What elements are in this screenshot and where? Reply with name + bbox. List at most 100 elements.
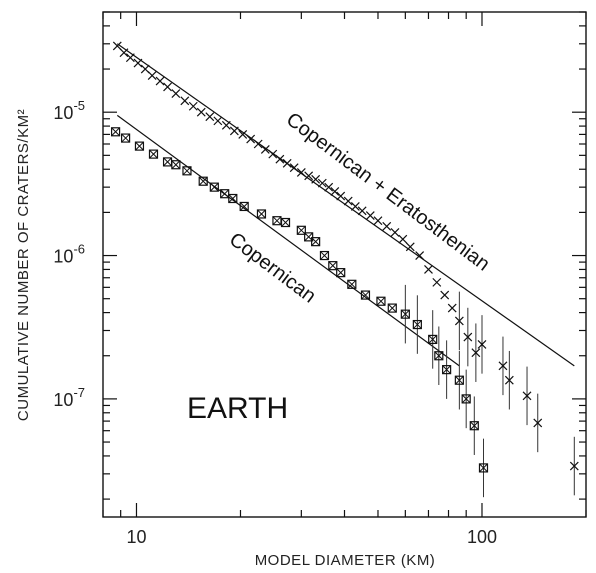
data-point-boxed bbox=[220, 189, 230, 199]
y-axis-title: CUMULATIVE NUMBER OF CRATERS/KM² bbox=[15, 109, 32, 421]
data-point-boxed bbox=[319, 250, 330, 261]
data-point-boxed bbox=[110, 127, 121, 137]
plot-frame bbox=[102, 11, 587, 518]
data-point-x bbox=[275, 154, 285, 164]
data-point-x bbox=[569, 461, 579, 471]
data-point-x bbox=[282, 158, 292, 168]
data-points bbox=[110, 41, 579, 498]
fit-line bbox=[116, 43, 575, 367]
data-point-x bbox=[336, 191, 346, 201]
data-point-x bbox=[119, 48, 129, 58]
data-point-x bbox=[304, 171, 314, 181]
data-point-x bbox=[343, 196, 353, 206]
data-point-x bbox=[454, 316, 464, 326]
data-point-x bbox=[155, 76, 165, 86]
data-point-x bbox=[238, 129, 248, 139]
data-point-x bbox=[350, 202, 360, 211]
data-point-x bbox=[330, 187, 340, 196]
data-point-boxed bbox=[336, 268, 346, 278]
data-point-x bbox=[522, 391, 532, 401]
data-point-boxed bbox=[454, 375, 464, 385]
data-point-boxed bbox=[469, 421, 479, 431]
data-point-x bbox=[133, 58, 143, 68]
data-point-x bbox=[125, 53, 135, 63]
data-point-x bbox=[424, 265, 433, 274]
data-point-boxed bbox=[209, 182, 219, 192]
data-point-x bbox=[246, 134, 256, 144]
data-point-x bbox=[188, 101, 198, 111]
data-point-x bbox=[213, 116, 223, 126]
data-point-x bbox=[471, 348, 481, 358]
data-point-boxed bbox=[198, 176, 208, 186]
y-tick-label: 10-7 bbox=[53, 385, 85, 410]
earth-label: EARTH bbox=[187, 392, 288, 425]
data-point-x bbox=[357, 206, 367, 216]
data-point-x bbox=[405, 242, 415, 252]
data-point-x bbox=[498, 361, 508, 371]
data-point-x bbox=[533, 418, 543, 428]
data-point-x bbox=[221, 120, 231, 130]
data-point-boxed bbox=[148, 149, 159, 159]
data-point-boxed bbox=[256, 209, 267, 219]
data-point-x bbox=[504, 375, 514, 385]
y-tick-label: 10-5 bbox=[53, 98, 85, 123]
data-point-x bbox=[365, 211, 375, 221]
data-point-x bbox=[147, 71, 157, 81]
data-point-boxed bbox=[120, 133, 131, 143]
data-point-x bbox=[229, 126, 239, 136]
data-point-x bbox=[415, 251, 425, 260]
axis-ticks: 10 100 10-5 10-6 10-7 bbox=[53, 11, 587, 547]
data-point-boxed bbox=[280, 217, 291, 228]
data-point-x bbox=[260, 144, 270, 154]
x-tick-label: 100 bbox=[467, 527, 497, 547]
data-point-boxed bbox=[360, 290, 371, 300]
data-point-boxed bbox=[296, 225, 306, 235]
data-point-x bbox=[463, 332, 473, 342]
x-axis-title: MODEL DIAMETER (KM) bbox=[255, 552, 436, 569]
series-label-copernican-eratosthenian: Copernican + Eratosthenian bbox=[282, 108, 494, 275]
data-point-x bbox=[289, 163, 299, 173]
data-point-boxed bbox=[461, 394, 471, 404]
data-point-x bbox=[447, 303, 457, 313]
data-point-boxed bbox=[182, 166, 192, 176]
data-point-x bbox=[205, 112, 215, 122]
data-point-boxed bbox=[434, 351, 444, 361]
data-point-boxed bbox=[400, 309, 410, 319]
data-point-boxed bbox=[442, 365, 452, 375]
data-point-x bbox=[311, 174, 321, 184]
data-point-x bbox=[296, 168, 306, 177]
data-point-x bbox=[382, 221, 392, 231]
data-point-boxed bbox=[478, 463, 489, 473]
data-point-x bbox=[196, 107, 206, 117]
data-point-boxed bbox=[134, 141, 145, 151]
data-point-x bbox=[180, 96, 190, 106]
data-point-x bbox=[140, 64, 150, 74]
data-point-x bbox=[477, 339, 487, 349]
data-point-x bbox=[398, 234, 408, 244]
data-point-boxed bbox=[412, 319, 422, 330]
data-point-x bbox=[112, 41, 122, 51]
data-point-boxed bbox=[272, 216, 282, 226]
fit-lines bbox=[116, 43, 575, 367]
data-point-boxed bbox=[162, 157, 173, 167]
data-point-x bbox=[253, 139, 263, 149]
fit-line bbox=[116, 114, 460, 367]
data-point-x bbox=[373, 216, 383, 226]
data-point-x bbox=[440, 290, 450, 300]
data-point-x bbox=[432, 277, 442, 287]
data-point-x bbox=[268, 149, 278, 159]
y-tick-label: 10-6 bbox=[53, 242, 85, 267]
data-point-boxed bbox=[311, 237, 321, 247]
data-point-boxed bbox=[387, 303, 397, 313]
data-point-boxed bbox=[347, 279, 357, 289]
data-point-boxed bbox=[171, 160, 181, 170]
data-point-boxed bbox=[328, 261, 338, 271]
data-point-x bbox=[163, 82, 172, 92]
data-point-boxed bbox=[376, 296, 386, 306]
x-tick-label: 10 bbox=[126, 527, 146, 547]
data-point-boxed bbox=[228, 193, 238, 204]
data-point-boxed bbox=[428, 334, 438, 345]
data-point-x bbox=[324, 182, 334, 192]
data-point-x bbox=[390, 227, 400, 237]
